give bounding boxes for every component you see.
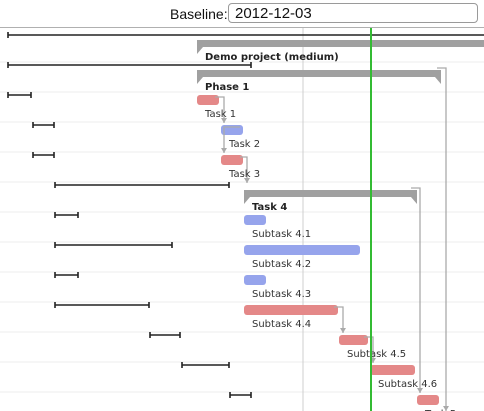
dependency-arrow [221, 126, 240, 153]
baseline-bar-subtask-4-5 [149, 332, 181, 338]
baseline-date-input[interactable] [228, 3, 478, 23]
summary-bar-demo-project-medium[interactable] [197, 40, 484, 54]
baseline-bar-task-1 [7, 92, 32, 98]
row-label-task-1: Task 1 [204, 109, 236, 120]
task-bar-subtask-4-4[interactable] [244, 305, 338, 315]
row-label-task-5: Task 5 [424, 409, 456, 411]
row-label-task-4: Task 4 [252, 202, 287, 213]
row-label-subtask-4-6: Subtask 4.6 [378, 379, 437, 390]
row-label-demo-project-medium: Demo project (medium) [205, 52, 339, 63]
baseline-bar-task-3 [32, 152, 55, 158]
row-label-phase-1: Phase 1 [205, 82, 249, 93]
summary-bar-phase-1[interactable] [197, 70, 441, 84]
baseline-bar-task-4 [54, 182, 230, 188]
task-bar-subtask-4-6[interactable] [370, 365, 415, 375]
task-bar-task-1[interactable] [197, 95, 219, 105]
task-bar-subtask-4-1[interactable] [244, 215, 266, 225]
row-label-task-3: Task 3 [228, 169, 260, 180]
dependency-arrow [411, 187, 423, 393]
task-bar-subtask-4-3[interactable] [244, 275, 266, 285]
baseline-bar-demo-project-medium [7, 32, 484, 38]
dependency-arrow [334, 306, 346, 333]
row-label-subtask-4-4: Subtask 4.4 [252, 319, 311, 330]
dependency-arrow [240, 156, 250, 183]
task-bar-subtask-4-5[interactable] [339, 335, 368, 345]
baseline-bar-task-5 [229, 392, 252, 398]
task-bar-task-3[interactable] [221, 155, 243, 165]
row-label-subtask-4-3: Subtask 4.3 [252, 289, 311, 300]
row-label-subtask-4-5: Subtask 4.5 [347, 349, 406, 360]
baseline-bar-task-2 [32, 122, 55, 128]
baseline-label: Baseline: [170, 6, 228, 22]
baseline-bar-phase-1 [7, 62, 252, 68]
baseline-bar-subtask-4-1 [54, 212, 79, 218]
row-label-subtask-4-2: Subtask 4.2 [252, 259, 311, 270]
gantt-chart: Demo project (medium) Phase 1 Task 1 Task 2… [0, 28, 484, 411]
task-bar-subtask-4-2[interactable] [244, 245, 360, 255]
dependency-arrow [437, 67, 449, 411]
row-label-subtask-4-1: Subtask 4.1 [252, 229, 311, 240]
row-label-task-2: Task 2 [228, 139, 260, 150]
baseline-bar-subtask-4-2 [54, 242, 173, 248]
summary-bar-task-4[interactable] [244, 190, 417, 204]
dependency-arrow [215, 96, 227, 123]
baseline-bar-subtask-4-6 [181, 362, 230, 368]
toolbar: Baseline: [0, 0, 484, 28]
baseline-bar-subtask-4-4 [54, 302, 150, 308]
baseline-bar-subtask-4-3 [54, 272, 79, 278]
task-bar-task-5[interactable] [417, 395, 439, 405]
